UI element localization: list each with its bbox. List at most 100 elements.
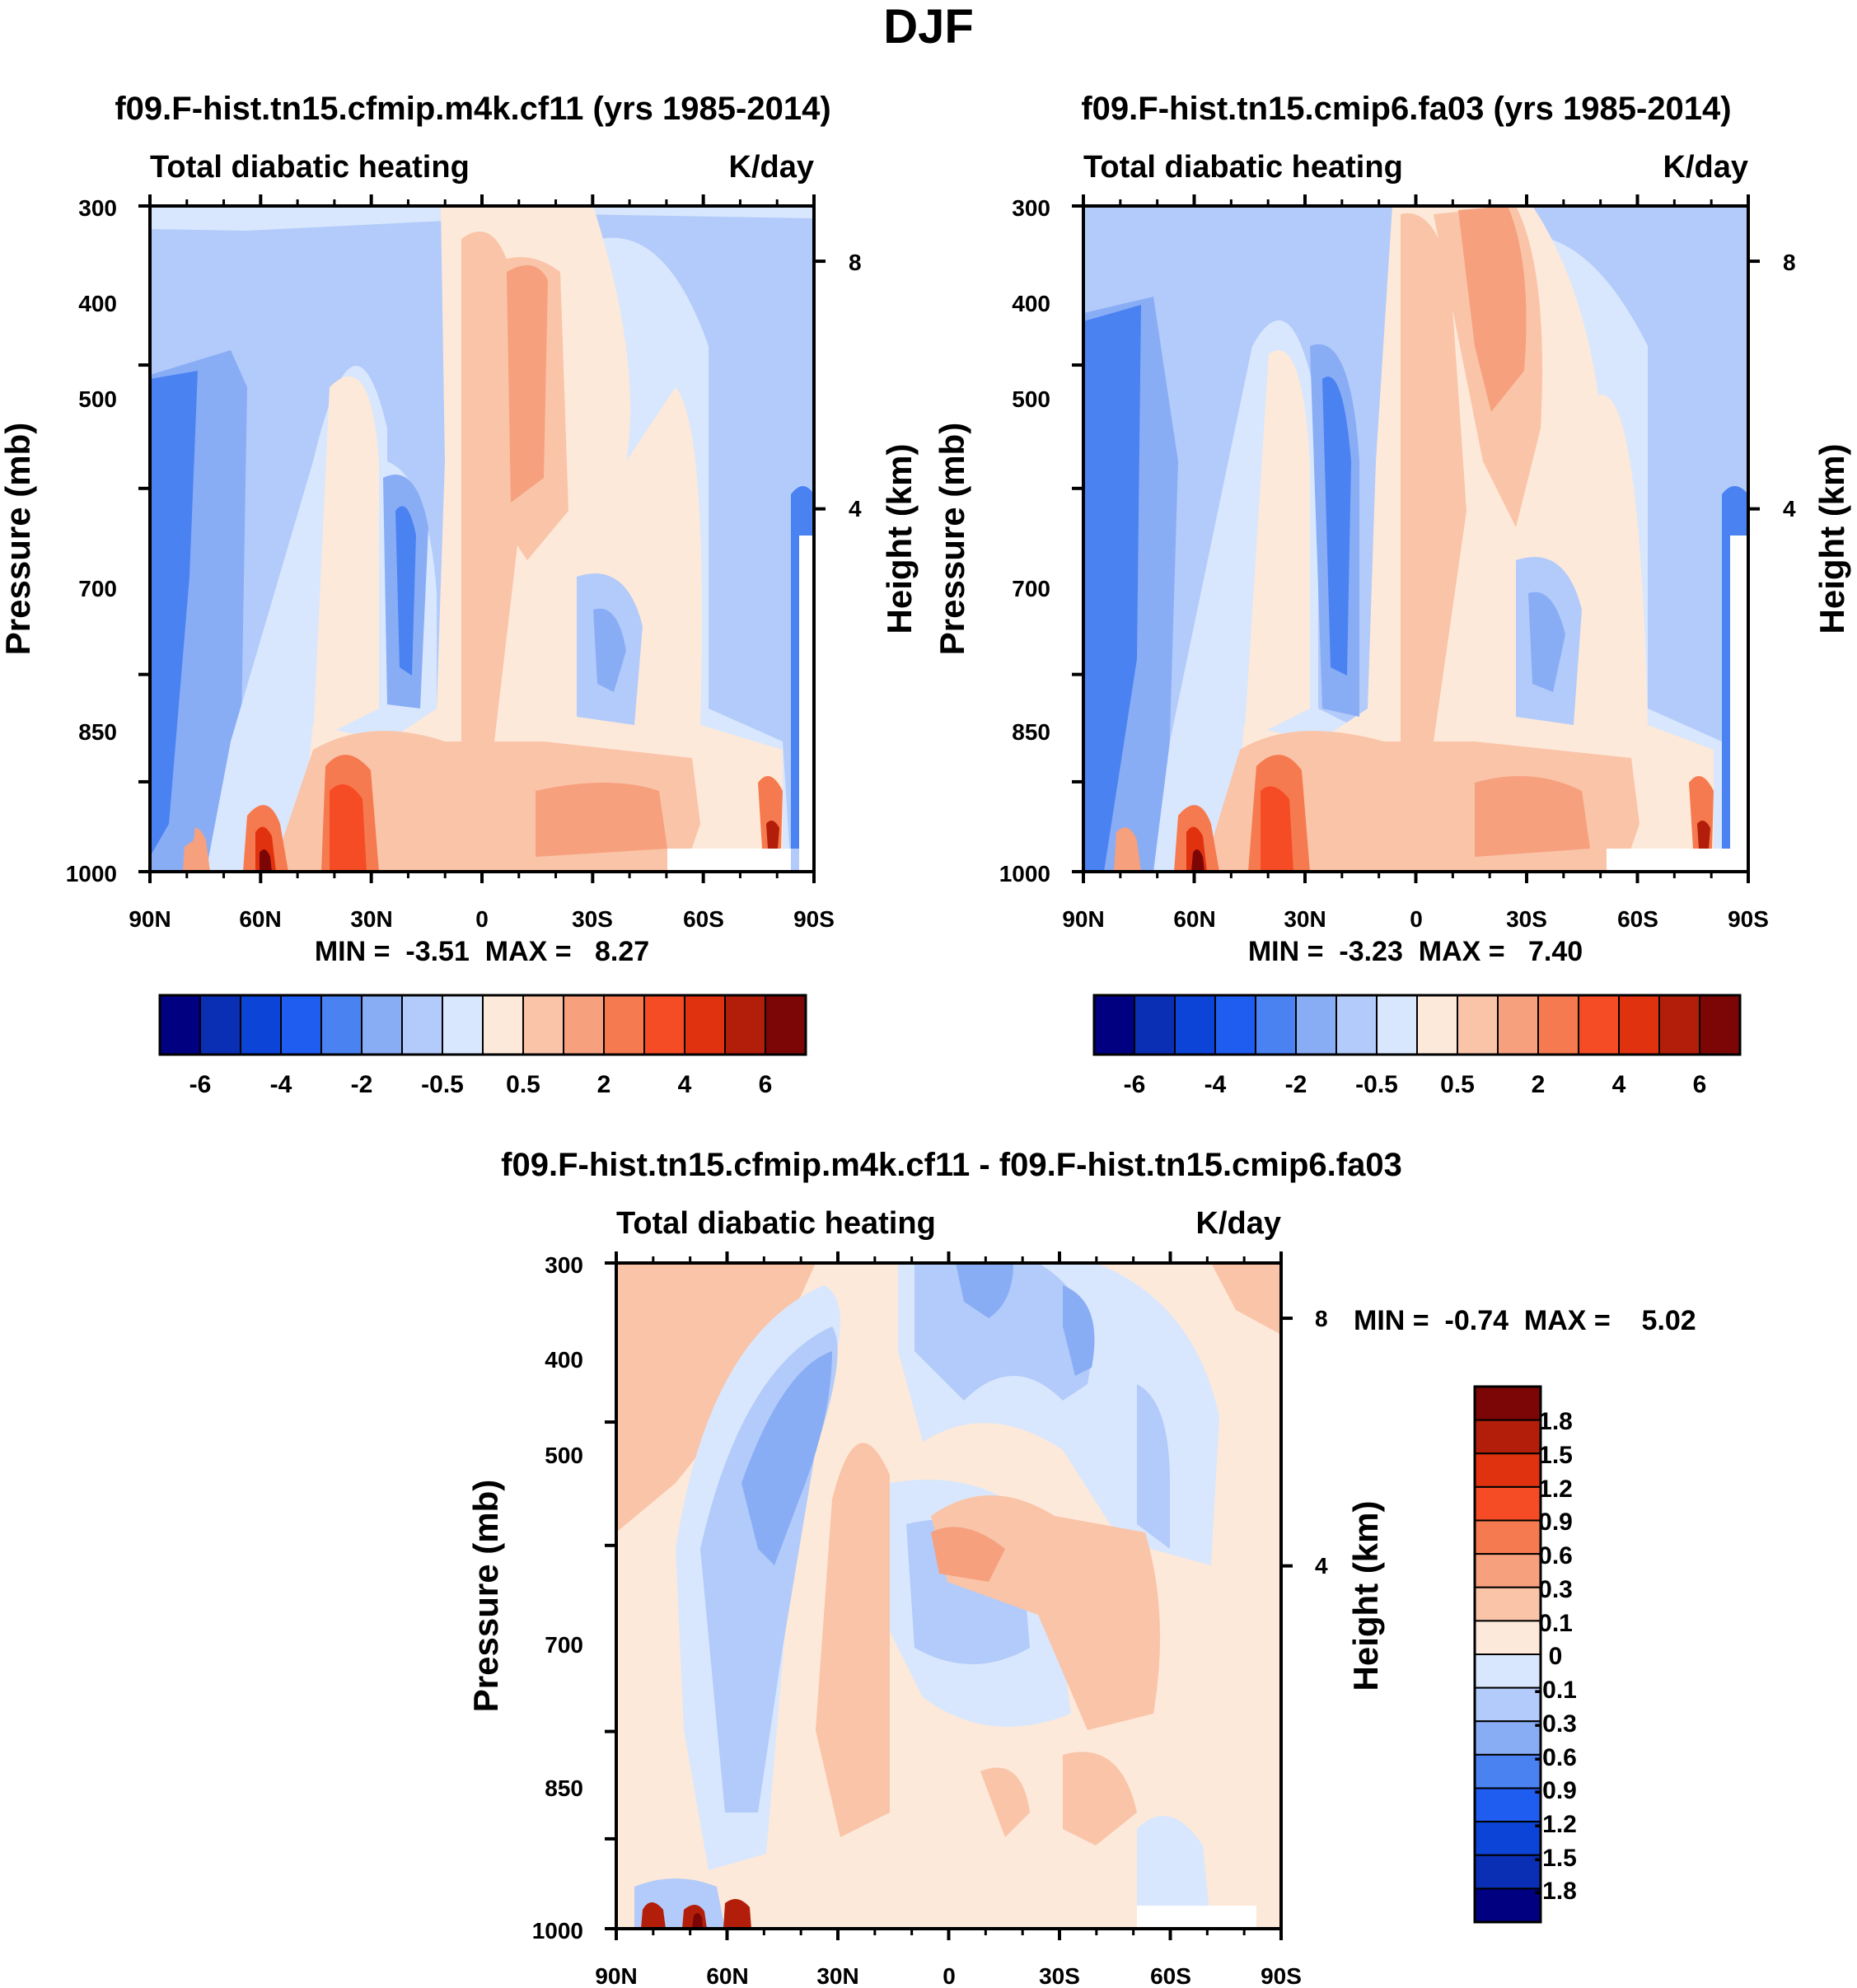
x-tick-label: 60N <box>239 906 281 932</box>
x-tick-label: 60S <box>1150 1963 1191 1988</box>
colorbar-label: -2 <box>1285 1071 1307 1098</box>
colorbar-label: -1.8 <box>1534 1878 1577 1905</box>
colorbar-box <box>522 994 564 1055</box>
min-max-stats: MIN = -3.23 MAX = 7.40 <box>1248 936 1583 967</box>
panel-title: f09.F-hist.tn15.cmip6.fa03 (yrs 1985-201… <box>1081 91 1731 127</box>
colorbar-box <box>1474 1787 1541 1823</box>
y-tick-label: 700 <box>78 576 117 601</box>
left-label: Total diabatic heating <box>150 150 470 185</box>
units-label: K/day <box>1663 150 1748 185</box>
colorbar-label: 6 <box>1693 1071 1707 1098</box>
colorbar <box>1092 994 1742 1056</box>
colorbar-label: 4 <box>1612 1071 1626 1098</box>
ticks <box>605 1251 1293 1940</box>
y-tick-label: 1000 <box>999 861 1050 886</box>
right-axis-label: Height (km) <box>1813 444 1851 634</box>
y-tick-label: 400 <box>1012 291 1050 316</box>
y-tick-label: 500 <box>1012 386 1050 412</box>
units-label: K/day <box>1196 1206 1281 1241</box>
colorbar-box <box>1474 1553 1541 1588</box>
colorbar-box <box>1699 994 1741 1055</box>
y-tick-label: 850 <box>1012 719 1050 745</box>
colorbar-box <box>1474 1586 1541 1622</box>
colorbar-label: 0.3 <box>1538 1576 1573 1603</box>
left-label: Total diabatic heating <box>616 1206 936 1241</box>
ticks <box>1072 194 1760 883</box>
colorbar-box <box>765 994 807 1055</box>
colorbar-box <box>1474 1419 1541 1455</box>
y-tick-label: 500 <box>545 1443 583 1468</box>
colorbar-box <box>1618 994 1660 1055</box>
y-tick-label: 300 <box>1012 195 1050 221</box>
colorbar-box <box>1474 1854 1541 1890</box>
x-tick-label: 30S <box>1039 1963 1080 1988</box>
colorbar-box <box>603 994 645 1055</box>
colorbar-box <box>1295 994 1337 1055</box>
x-tick-label: 90N <box>1062 906 1104 932</box>
x-tick-label: 90N <box>129 906 171 932</box>
colorbar-box <box>1214 994 1256 1055</box>
contour-fill <box>616 1263 1281 1929</box>
colorbar-box <box>1174 994 1216 1055</box>
right-tick-label: 8 <box>1315 1306 1328 1331</box>
panel-cmip6: f09.F-hist.tn15.cmip6.fa03 (yrs 1985-201… <box>933 91 1851 1098</box>
y-tick-label: 400 <box>545 1347 583 1373</box>
right-axis-label: Height (km) <box>880 444 919 634</box>
colorbar-label: -0.9 <box>1534 1777 1577 1804</box>
colorbar-box <box>1474 1654 1541 1689</box>
colorbar-label: -0.5 <box>1355 1071 1398 1098</box>
ticks <box>138 194 826 883</box>
colorbar-box <box>724 994 766 1055</box>
colorbar-box <box>1537 994 1579 1055</box>
y-tick-label: 850 <box>545 1775 583 1801</box>
colorbar-box <box>159 994 201 1055</box>
colorbar-box <box>1457 994 1499 1055</box>
min-max-stats: MIN = -3.51 MAX = 8.27 <box>315 936 649 967</box>
colorbar-box <box>684 994 726 1055</box>
colorbar-label: -6 <box>189 1071 212 1098</box>
left-label: Total diabatic heating <box>1083 150 1403 185</box>
colorbar-frame <box>1473 1385 1542 1924</box>
colorbar-box <box>320 994 363 1055</box>
y-tick-label: 400 <box>78 291 117 316</box>
colorbar-frame <box>1092 994 1742 1056</box>
colorbar-box <box>1474 1386 1541 1421</box>
units-label: K/day <box>729 150 814 185</box>
colorbar-box <box>1578 994 1620 1055</box>
contour-fill <box>1083 206 1748 872</box>
colorbar-box <box>643 994 685 1055</box>
y-axis-label: Pressure (mb) <box>0 423 37 655</box>
panel-title: f09.F-hist.tn15.cfmip.m4k.cf11 - f09.F-h… <box>501 1147 1402 1183</box>
y-tick-label: 500 <box>78 386 117 412</box>
colorbar-box <box>1335 994 1378 1055</box>
colorbar-box <box>1255 994 1297 1055</box>
x-tick-label: 60S <box>683 906 724 932</box>
contour-fill <box>150 206 814 872</box>
x-tick-label: 0 <box>1410 906 1423 932</box>
x-tick-label: 90S <box>793 906 835 932</box>
panel-difference: f09.F-hist.tn15.cfmip.m4k.cf11 - f09.F-h… <box>466 1147 1696 1988</box>
colorbar-box <box>199 994 241 1055</box>
colorbar-box <box>1093 994 1135 1055</box>
panel-cfmip: f09.F-hist.tn15.cfmip.m4k.cf11 (yrs 1985… <box>0 91 919 1098</box>
colorbar-box <box>1658 994 1700 1055</box>
colorbar-label: 2 <box>1532 1071 1546 1098</box>
min-max-stats: MIN = -0.74 MAX = 5.02 <box>1354 1305 1696 1336</box>
colorbar-box <box>1474 1686 1541 1723</box>
colorbar-label: 0.6 <box>1538 1542 1573 1569</box>
colorbar-box <box>1474 1452 1541 1488</box>
colorbar-label: -0.1 <box>1534 1677 1577 1704</box>
y-tick-label: 700 <box>1012 576 1050 601</box>
right-tick-label: 4 <box>849 496 862 522</box>
x-tick-label: 60N <box>1173 906 1215 932</box>
colorbar <box>1473 1385 1542 1924</box>
x-tick-label: 30N <box>1284 906 1326 932</box>
colorbar-label: -6 <box>1124 1071 1146 1098</box>
y-axis-label: Pressure (mb) <box>933 423 971 655</box>
colorbar-box <box>280 994 322 1055</box>
colorbar-box <box>401 994 443 1055</box>
colorbar-label: -0.3 <box>1534 1710 1577 1738</box>
x-tick-label: 90S <box>1728 906 1769 932</box>
right-tick-label: 8 <box>1783 250 1796 275</box>
